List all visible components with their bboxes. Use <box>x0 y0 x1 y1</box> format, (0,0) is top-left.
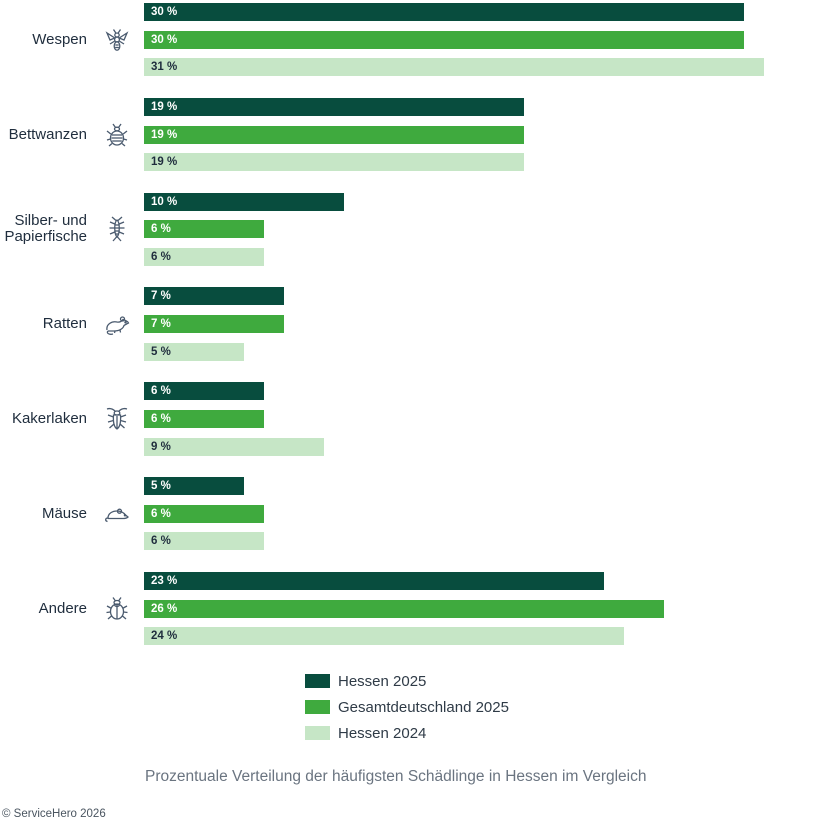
bar-value-label: 19 % <box>151 100 178 113</box>
legend-item-hessen-2024: Hessen 2024 <box>305 720 509 746</box>
bar-hessen-2024 <box>144 627 624 646</box>
category-label: Andere <box>38 599 87 617</box>
beetle-icon <box>103 595 131 623</box>
bar-value-label: 5 % <box>151 345 171 358</box>
bar-value-label: 23 % <box>151 574 178 587</box>
wasp-icon <box>103 26 131 54</box>
bar-value-label: 24 % <box>151 630 178 643</box>
cockroach-icon <box>103 405 131 433</box>
legend-item-gesamt-2025: Gesamtdeutschland 2025 <box>305 694 509 720</box>
bar-gesamt-2025 <box>144 125 524 144</box>
bar-gesamt-2025 <box>144 30 744 49</box>
bar-value-label: 19 % <box>151 128 178 141</box>
bar-value-label: 30 % <box>151 6 178 18</box>
bar-hessen-2024 <box>144 248 264 266</box>
bar-value-label: 7 % <box>151 290 171 303</box>
bar-value-label: 6 % <box>151 535 171 548</box>
bar-hessen-2024 <box>144 532 264 551</box>
bar-value-label: 7 % <box>151 318 171 331</box>
category-label: Ratten <box>42 315 87 333</box>
bar-value-label: 6 % <box>151 385 171 398</box>
bar-value-label: 6 % <box>151 412 171 425</box>
bar-value-label: 10 % <box>151 195 178 208</box>
rat-icon <box>103 310 131 338</box>
legend-swatch-hessen-2025 <box>305 674 330 688</box>
silverfish-icon <box>103 215 131 243</box>
category-label: Mäuse <box>41 504 87 522</box>
bar-hessen-2025 <box>144 382 264 401</box>
bar-value-label: 6 % <box>151 251 171 263</box>
category-label: Wespen <box>32 30 87 48</box>
bar-value-label: 19 % <box>151 156 178 169</box>
bar-hessen-2025 <box>144 3 744 21</box>
legend: Hessen 2025 Gesamtdeutschland 2025 Hesse… <box>305 668 509 746</box>
bar-hessen-2024 <box>144 437 324 456</box>
category-label: Bettwanzen <box>8 125 87 143</box>
bar-gesamt-2025 <box>144 599 664 618</box>
bar-hessen-2024 <box>144 342 244 361</box>
legend-label: Hessen 2024 <box>338 724 427 742</box>
legend-swatch-hessen-2024 <box>305 726 330 740</box>
copyright: © ServiceHero 2026 <box>2 808 106 820</box>
category-label: Kakerlaken <box>11 409 87 427</box>
bar-hessen-2025 <box>144 477 244 495</box>
bar-value-label: 6 % <box>151 507 171 520</box>
chart-caption: Prozentuale Verteilung der häufigsten Sc… <box>145 768 647 785</box>
bar-value-label: 9 % <box>151 440 171 453</box>
category-label: Silber- und Papierfische <box>4 212 87 246</box>
legend-item-hessen-2025: Hessen 2025 <box>305 668 509 694</box>
bar-hessen-2025 <box>144 97 524 116</box>
bar-hessen-2024 <box>144 58 764 77</box>
mouse-icon <box>103 500 131 528</box>
bedbug-icon <box>103 121 131 149</box>
legend-label: Hessen 2025 <box>338 672 427 690</box>
bar-gesamt-2025 <box>144 220 264 239</box>
legend-label: Gesamtdeutschland 2025 <box>338 698 509 716</box>
bar-value-label: 31 % <box>151 61 178 74</box>
bar-gesamt-2025 <box>144 409 264 428</box>
bar-gesamt-2025 <box>144 504 264 523</box>
bar-value-label: 30 % <box>151 33 178 46</box>
bar-value-label: 26 % <box>151 602 178 615</box>
legend-swatch-gesamt-2025 <box>305 700 330 714</box>
bar-hessen-2025 <box>144 192 344 211</box>
bar-value-label: 5 % <box>151 480 171 492</box>
bar-value-label: 6 % <box>151 223 171 236</box>
bar-hessen-2025 <box>144 571 604 590</box>
bar-hessen-2025 <box>144 287 284 306</box>
bar-hessen-2024 <box>144 153 524 172</box>
bar-gesamt-2025 <box>144 315 284 334</box>
